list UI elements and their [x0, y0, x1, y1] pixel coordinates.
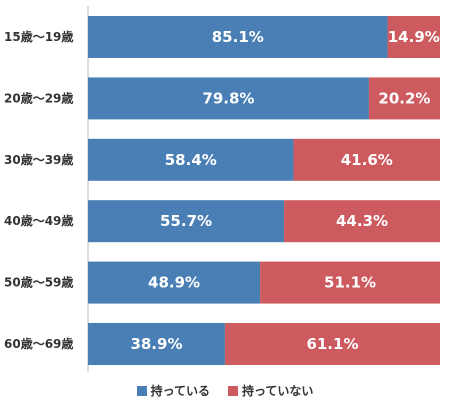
value-label-not-owning-1: 14.9%	[388, 28, 440, 46]
category-label-15-19: 15歳〜19歳	[4, 29, 73, 44]
value-label-not-owning-3: 41.6%	[341, 151, 393, 169]
value-label-owning-4: 55.7%	[160, 212, 212, 230]
value-label-owning-3: 58.4%	[165, 151, 217, 169]
value-label-not-owning-2: 20.2%	[378, 89, 430, 107]
category-label-30-39: 30歳〜39歳	[4, 152, 73, 167]
value-label-owning-1: 85.1%	[212, 28, 264, 46]
bar-segment-not-owning-4	[284, 200, 440, 243]
chart-legend: 持っている 持っていない	[0, 382, 450, 399]
legend-swatch-owning	[136, 385, 147, 396]
bar-segment-owning-6	[88, 323, 225, 365]
legend-label-owning: 持っている	[150, 384, 210, 398]
bar-segment-not-owning-2	[368, 77, 440, 120]
category-label-60-69: 60歳〜69歳	[4, 336, 73, 351]
bar-segment-owning-2	[88, 77, 369, 120]
value-label-owning-5: 48.9%	[148, 274, 200, 292]
bar-segment-owning-4	[88, 200, 285, 243]
bar-segment-not-owning-1	[387, 16, 440, 58]
category-label-20-29: 20歳〜29歳	[4, 90, 73, 105]
bar-segment-owning-5	[88, 261, 261, 304]
legend-item-not-owning: 持っていない	[228, 382, 313, 399]
value-label-not-owning-5: 51.1%	[324, 274, 376, 292]
value-label-owning-6: 38.9%	[130, 335, 182, 353]
value-label-owning-2: 79.8%	[202, 89, 254, 107]
category-label-50-59: 50歳〜59歳	[4, 275, 73, 290]
bar-segment-owning-3	[88, 138, 294, 181]
legend-label-not-owning: 持っていない	[242, 384, 314, 398]
legend-swatch-not-owning	[228, 385, 238, 396]
bar-segment-owning-1	[88, 16, 388, 58]
bar-segment-not-owning-6	[224, 323, 440, 365]
bar-segment-not-owning-3	[293, 138, 440, 181]
bar-segment-not-owning-5	[260, 261, 440, 304]
legend-item-owning: 持っている	[136, 382, 210, 399]
value-label-not-owning-6: 61.1%	[306, 335, 358, 353]
value-label-not-owning-4: 44.3%	[336, 212, 388, 230]
category-label-40-49: 40歳〜49歳	[4, 213, 73, 228]
